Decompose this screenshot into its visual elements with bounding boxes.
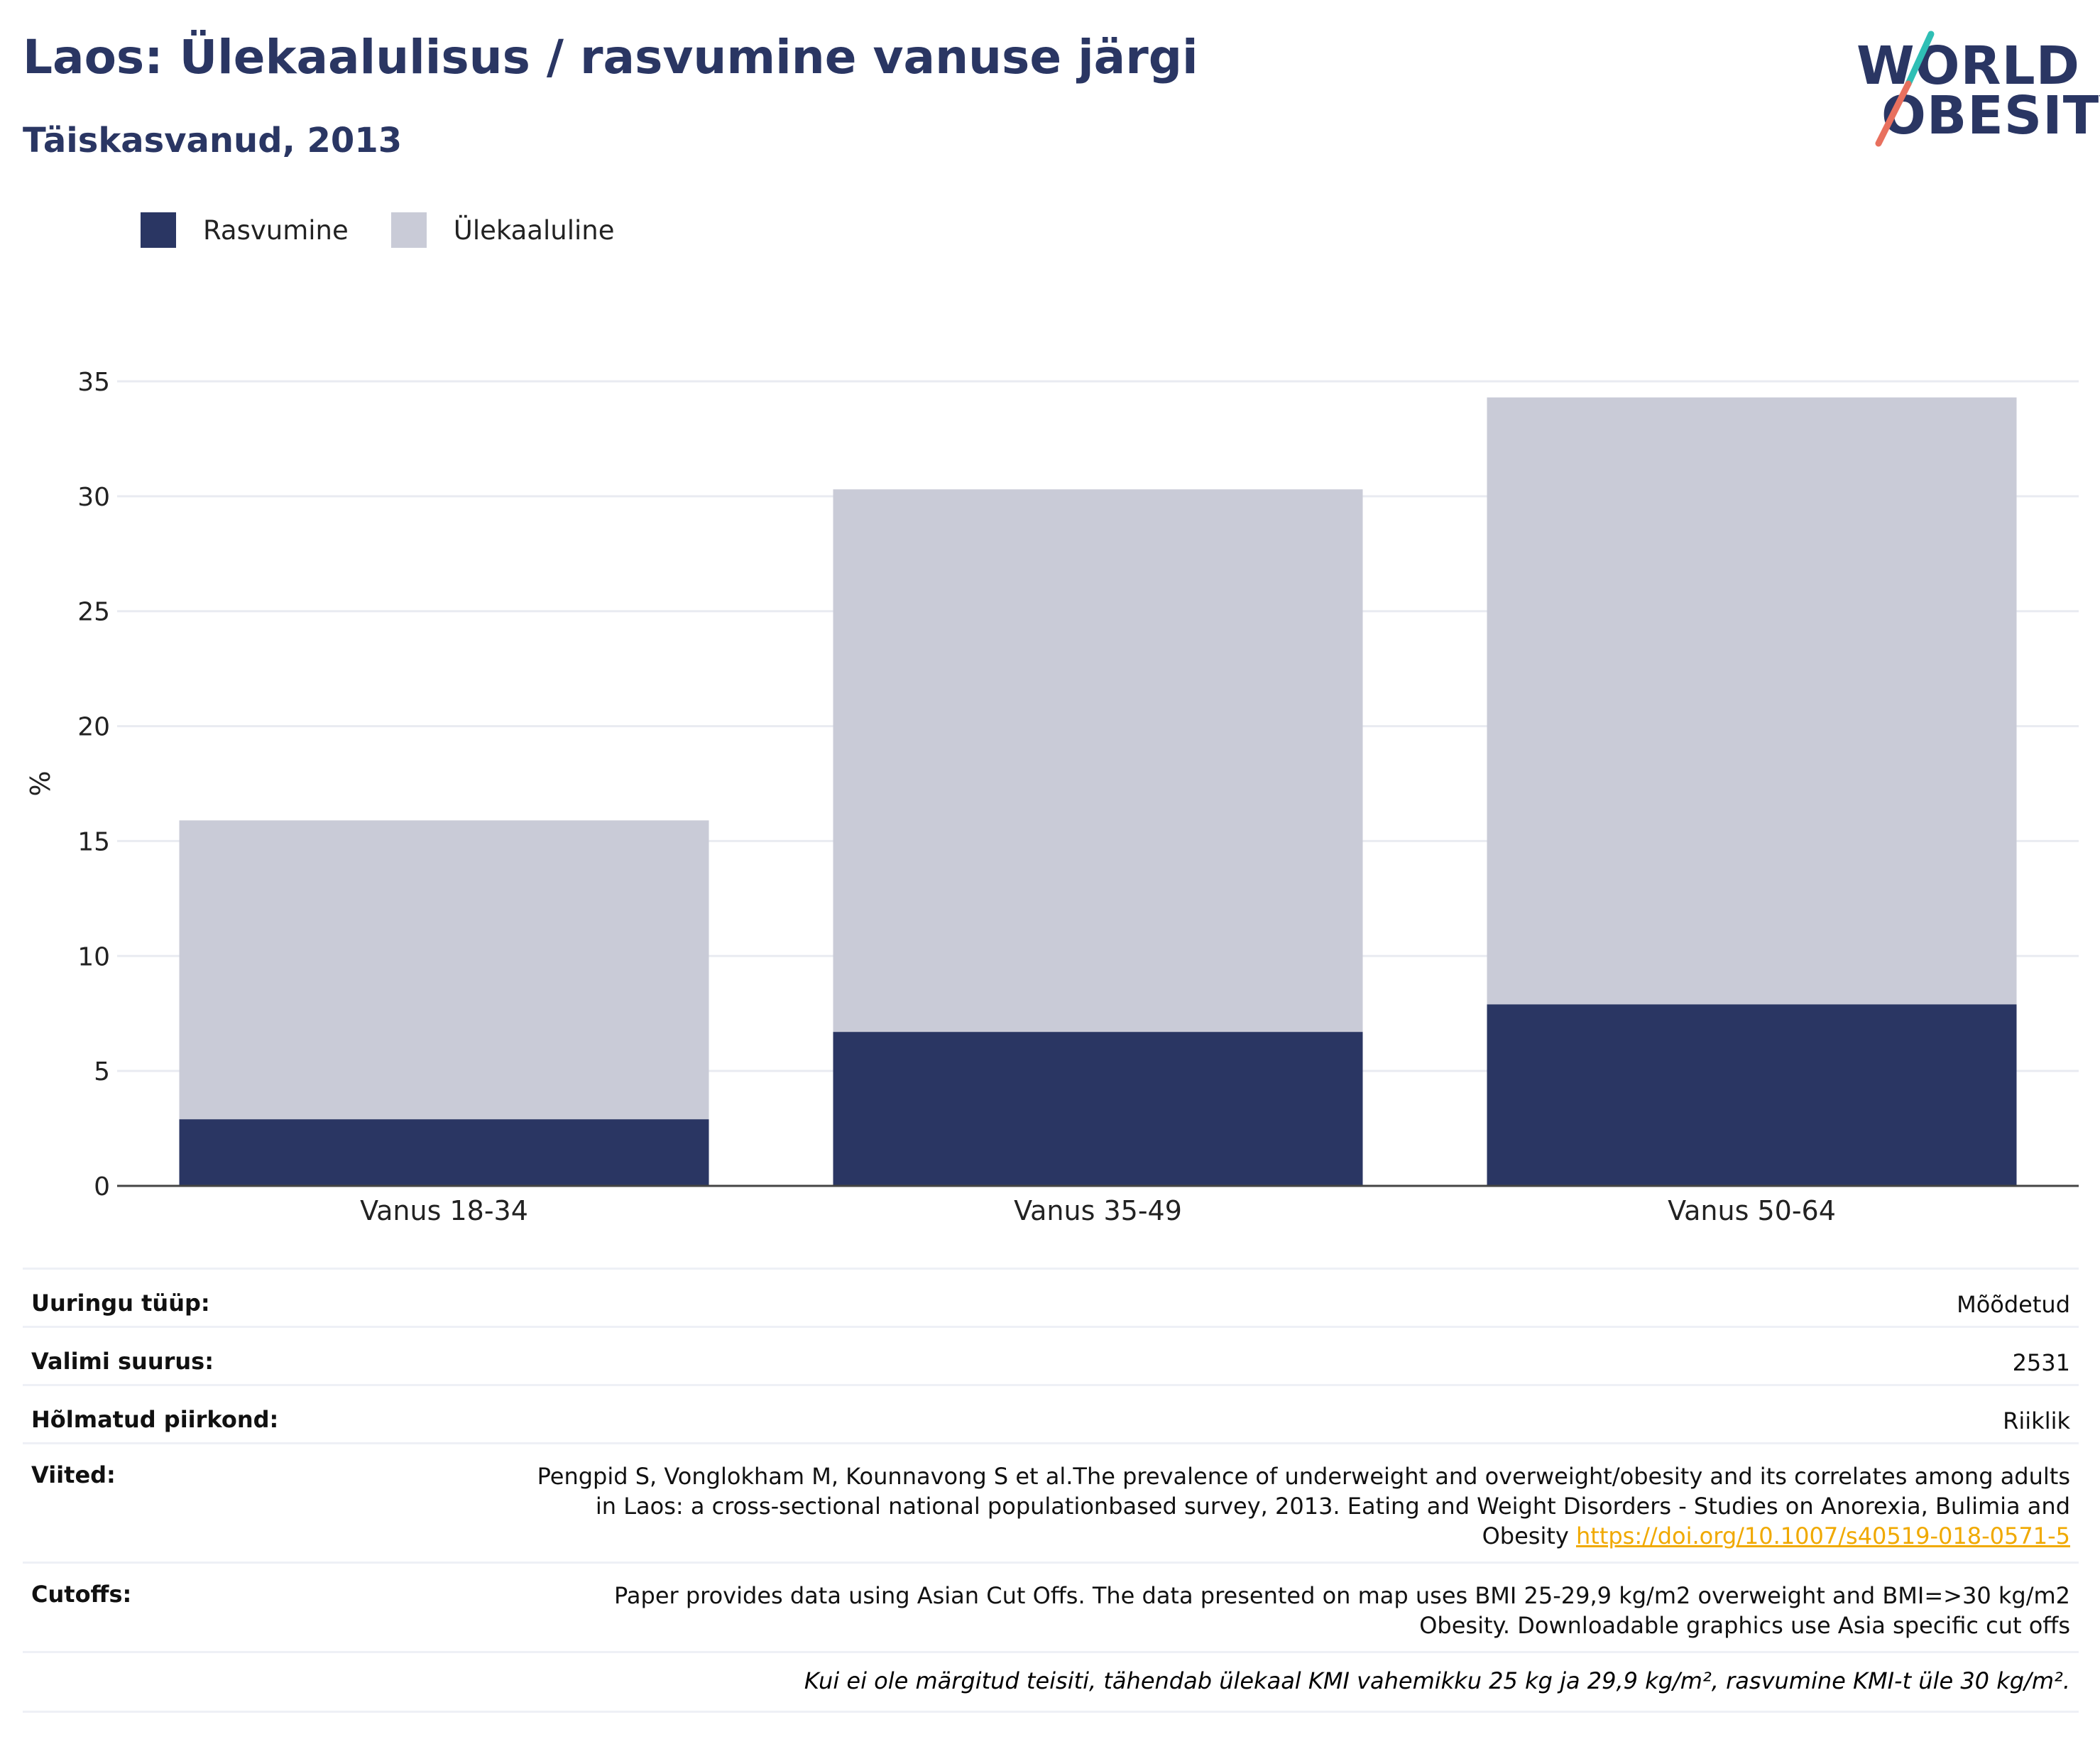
legend-label-overweight: Ülekaaluline [453,214,615,246]
reference-line-3-text: Obesity [1482,1522,1569,1549]
info-table: Uuringu tüüp: Mõõdetud Valimi suurus: 25… [23,1268,2079,1713]
bar-obesity [179,1119,709,1186]
bar-obesity [1487,1004,2017,1186]
cutoffs-line-2: Obesity. Downloadable graphics use Asia … [1419,1612,2070,1639]
y-axis-label: % [25,770,56,796]
y-tick-label: 15 [77,827,110,856]
chart-legend: Rasvumine Ülekaaluline [141,210,657,250]
y-tick-label: 30 [77,483,110,512]
info-value-cutoffs: Paper provides data using Asian Cut Offs… [614,1581,2070,1640]
chart-subtitle: Täiskasvanud, 2013 [23,121,403,160]
chart-title: Laos: Ülekaalulisus / rasvumine vanuse j… [23,30,1198,85]
logo-text-world: WORLD [1856,36,2081,97]
x-tick-label: Vanus 18-34 [360,1195,528,1226]
info-label-survey-type: Uuringu tüüp: [31,1290,210,1317]
legend-item-obesity[interactable]: Rasvumine [141,212,349,248]
info-row-survey-type: Uuringu tüüp: Mõõdetud [23,1268,2079,1326]
info-value-references: Pengpid S, Vonglokham M, Kounnavong S et… [537,1461,2070,1551]
definition-note: Kui ei ole märgitud teisiti, tähendab ül… [804,1667,2070,1694]
info-row-cutoffs: Cutoffs: Paper provides data using Asian… [23,1562,2079,1651]
legend-swatch-obesity [141,212,176,248]
x-tick-label: Vanus 50-64 [1668,1195,1836,1226]
logo-text-obesity: OBESITY [1881,85,2100,146]
legend-label-obesity: Rasvumine [203,214,349,246]
info-row-references: Viited: Pengpid S, Vonglokham M, Kounnav… [23,1442,2079,1562]
bar-chart: 0 5 10 15 20 25 30 35% Vanus 18-34 Vanus 35-49 Van… [25,368,2079,1226]
reference-line-2: in Laos: a cross-sectional national popu… [595,1493,2070,1520]
y-tick-label: 35 [77,368,110,397]
info-row-note: Kui ei ole märgitud teisiti, tähendab ül… [23,1651,2079,1711]
reference-line-1: Pengpid S, Vonglokham M, Kounnavong S et… [537,1463,2070,1490]
info-row-sample-size: Valimi suurus: 2531 [23,1326,2079,1384]
cutoffs-line-1: Paper provides data using Asian Cut Offs… [614,1582,2070,1609]
y-tick-label: 10 [77,942,110,971]
logo-slash-icon [1875,31,1935,147]
reference-doi-link[interactable]: https://doi.org/10.1007/s40519-018-0571-… [1575,1522,2070,1549]
legend-swatch-overweight [390,212,427,248]
info-label-sample-size: Valimi suurus: [31,1348,214,1375]
info-value-coverage: Riiklik [2003,1407,2070,1434]
bar-overweight [833,489,1363,1032]
info-label-coverage: Hõlmatud piirkond: [31,1406,279,1433]
bar-obesity [833,1032,1363,1186]
legend-item-overweight[interactable]: Ülekaaluline [390,212,615,248]
y-tick-label: 5 [94,1057,110,1086]
y-tick-label: 20 [77,713,110,742]
y-tick-label: 25 [77,598,110,627]
bar-overweight [179,820,709,1120]
info-value-survey-type: Mõõdetud [1957,1291,2070,1318]
bar-overweight [1487,397,2017,1005]
info-value-sample-size: 2531 [2012,1349,2070,1376]
info-label-cutoffs: Cutoffs: [31,1581,132,1608]
y-tick-label: 0 [94,1172,110,1202]
x-tick-label: Vanus 35-49 [1014,1195,1182,1226]
info-row-coverage: Hõlmatud piirkond: Riiklik [23,1384,2079,1442]
info-label-references: Viited: [31,1461,116,1488]
reference-line-3: Obesity https://doi.org/10.1007/s40519-0… [537,1521,2070,1551]
world-obesity-logo: WORLD OBESITY [1846,21,2100,156]
info-bottom-divider [23,1711,2079,1713]
